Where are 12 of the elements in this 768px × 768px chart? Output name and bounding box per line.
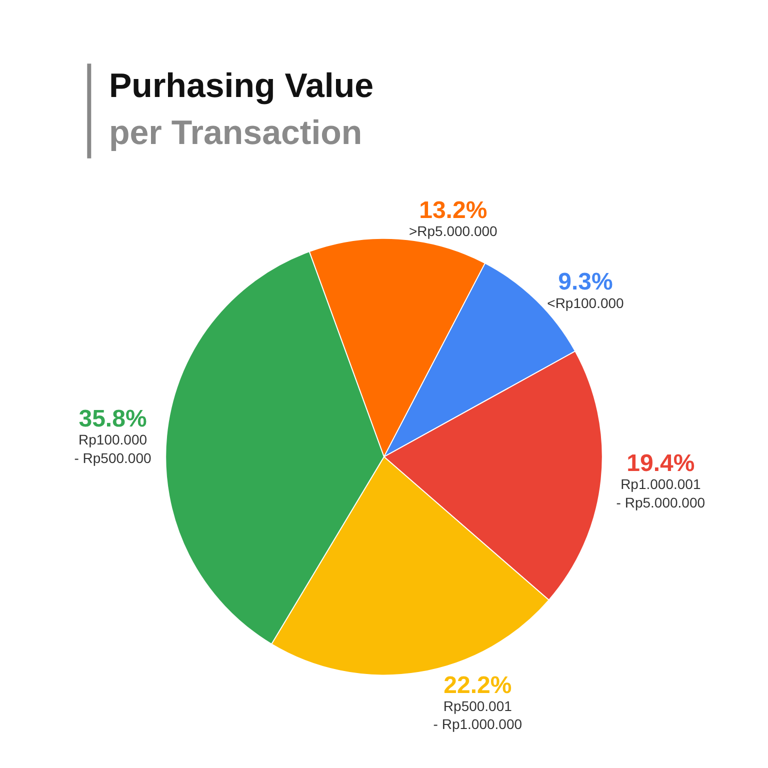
slice-label: Rp1.000.001 - Rp5.000.000: [616, 476, 706, 510]
data-label: 13.2%: [419, 196, 488, 224]
chart-title: Purhasing Value: [109, 67, 374, 105]
data-label: 22.2%: [444, 672, 512, 699]
slice-label: Rp100.000 - Rp500.000: [74, 432, 152, 466]
data-label: 35.8%: [78, 405, 147, 432]
slice-label: <Rp100.000: [547, 294, 624, 311]
slice-label: Rp500.001 - Rp1.000.000: [433, 698, 522, 732]
data-label: 9.3%: [558, 268, 613, 296]
data-label: 19.4%: [626, 450, 695, 477]
chart-subtitle: per Transaction: [109, 114, 362, 152]
slice-label: >Rp5.000.000: [408, 222, 498, 239]
